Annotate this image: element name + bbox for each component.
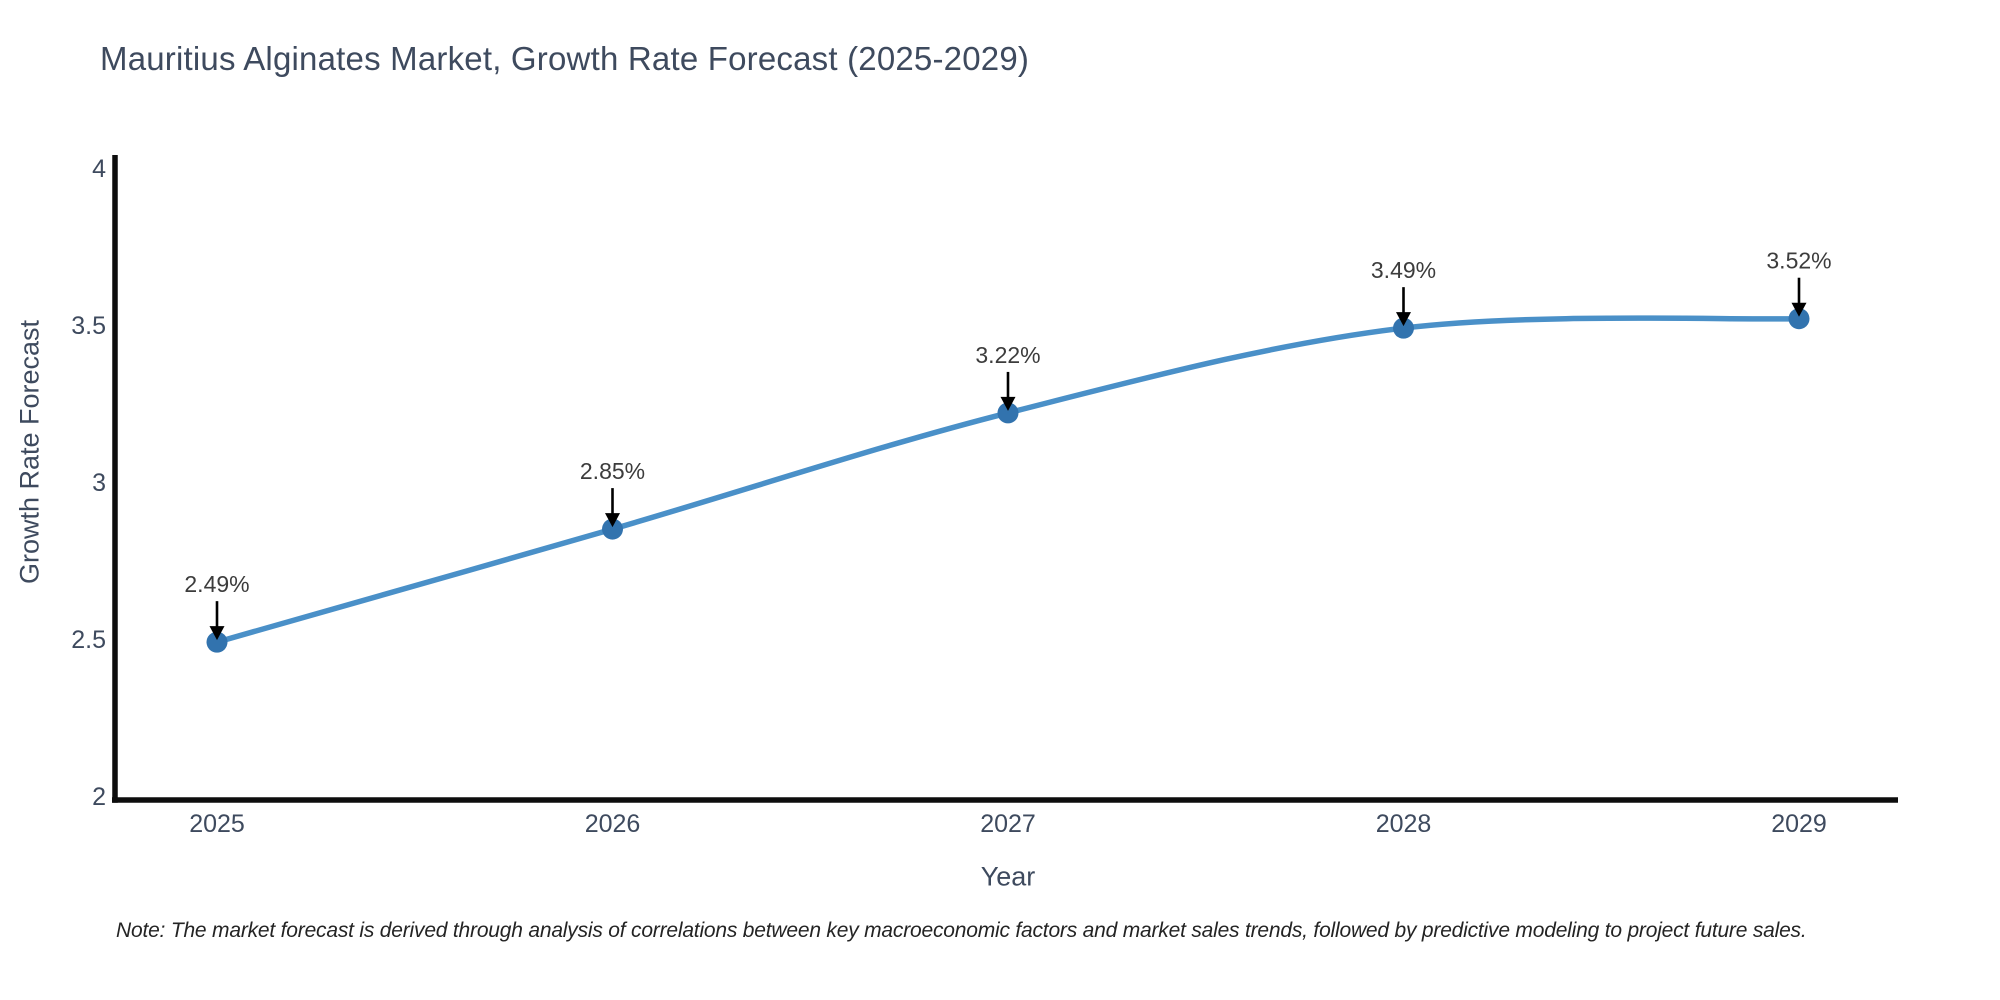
y-tick-label: 3 — [92, 469, 106, 497]
data-point-marker — [997, 402, 1019, 424]
data-point-marker — [206, 631, 228, 653]
footnote: Note: The market forecast is derived thr… — [116, 919, 1807, 942]
y-tick-label: 2.5 — [71, 626, 106, 654]
x-tick-label: 2026 — [585, 810, 641, 838]
y-tick-label: 3.5 — [71, 312, 106, 340]
data-point-value-label: 3.49% — [1371, 257, 1436, 283]
y-axis-title: Growth Rate Forecast — [14, 319, 45, 585]
y-tick-label: 4 — [92, 155, 106, 183]
x-axis-title: Year — [980, 861, 1036, 892]
y-tick-label: 2 — [92, 783, 106, 811]
down-arrow-icon — [209, 626, 225, 641]
data-point-value-label: 3.52% — [1766, 248, 1831, 274]
data-point-value-label: 2.49% — [184, 571, 249, 597]
x-tick-label: 2029 — [1771, 810, 1827, 838]
data-point-value-label: 3.22% — [975, 342, 1040, 368]
data-point-value-label: 2.85% — [580, 458, 645, 484]
chart-title: Mauritius Alginates Market, Growth Rate … — [100, 40, 1030, 77]
down-arrow-icon — [1000, 396, 1016, 411]
down-arrow-icon — [1396, 312, 1411, 327]
x-tick-label: 2025 — [189, 810, 245, 838]
data-point-marker — [602, 518, 623, 540]
data-point-marker — [1393, 317, 1414, 339]
down-arrow-icon — [605, 513, 620, 528]
down-arrow-icon — [1791, 302, 1807, 317]
x-tick-label: 2028 — [1376, 810, 1432, 838]
x-tick-label: 2027 — [980, 810, 1036, 838]
data-point-marker — [1788, 308, 1810, 330]
